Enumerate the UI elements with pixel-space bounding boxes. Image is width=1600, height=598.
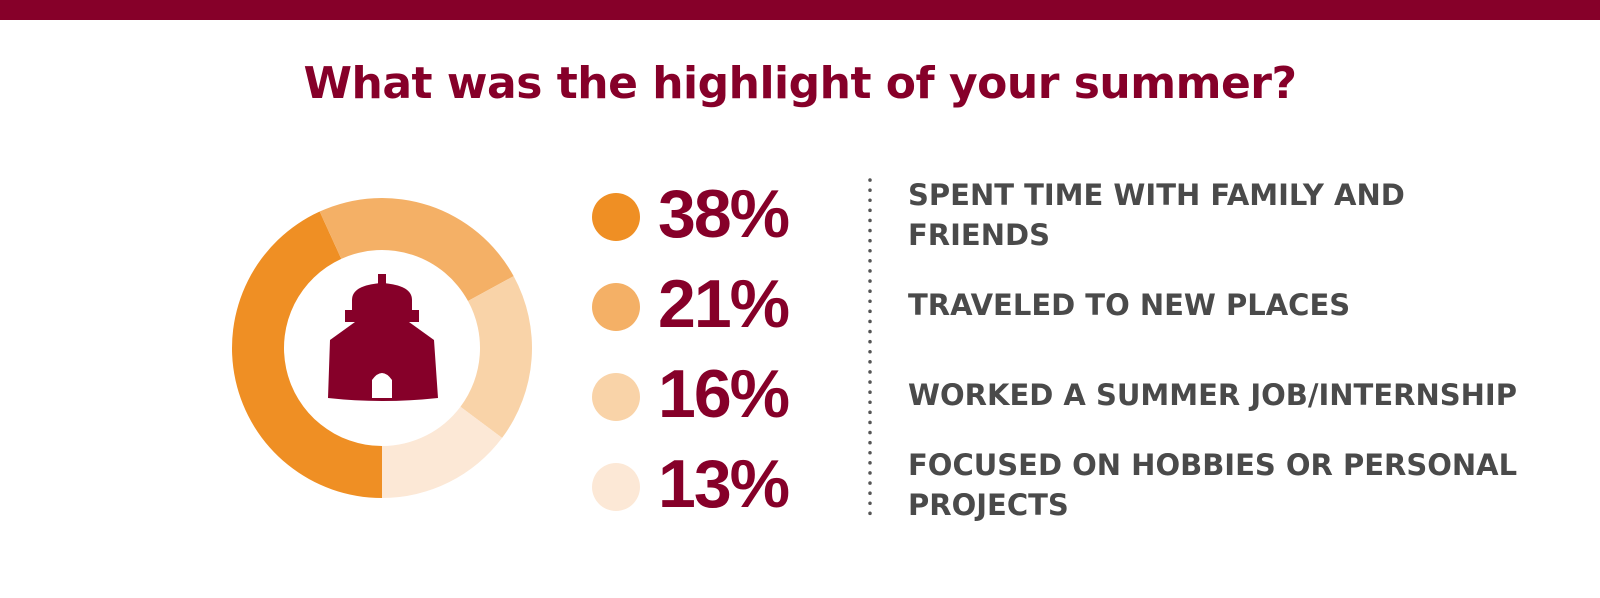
donut-slice [319, 198, 514, 302]
category-label: TRAVELED TO NEW PLACES [908, 288, 1351, 322]
legend-swatch [592, 193, 640, 241]
category-label: WORKED A SUMMER JOB/INTERNSHIP [908, 378, 1517, 412]
category-label: FOCUSED ON HOBBIES OR PERSONAL PROJECTS [908, 448, 1518, 522]
top-bar [0, 0, 1600, 20]
value-label: 13% [658, 446, 789, 522]
legend-swatch [592, 373, 640, 421]
value-label: 16% [658, 356, 789, 432]
donut-slice [460, 276, 532, 438]
chart-title: What was the highlight of your summer? [303, 58, 1297, 109]
building-icon [328, 274, 438, 401]
category-label: SPENT TIME WITH FAMILY AND FRIENDS [908, 178, 1405, 252]
donut-slice [231, 211, 382, 498]
legend-swatch [592, 283, 640, 331]
legend-swatch [592, 463, 640, 511]
donut-slice [382, 406, 503, 498]
value-label: 38% [658, 176, 789, 252]
value-label: 21% [658, 266, 789, 342]
